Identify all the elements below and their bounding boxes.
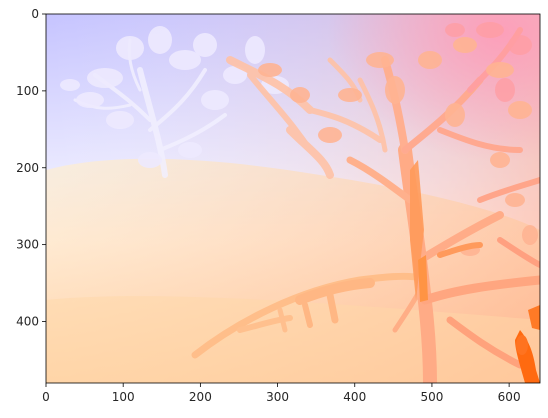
x-tick-label: 500 <box>420 390 443 404</box>
main-foliage <box>258 37 538 256</box>
x-tick-label: 300 <box>266 390 289 404</box>
y-tick-label: 100 <box>16 84 39 98</box>
y-tick-label: 300 <box>16 238 39 252</box>
x-tick-label: 400 <box>343 390 366 404</box>
far-foliage <box>60 26 289 168</box>
nearest-parts <box>410 160 540 383</box>
y-axis: 0 100 200 300 400 <box>16 7 46 329</box>
y-tick-label: 200 <box>16 161 39 175</box>
x-tick-label: 0 <box>42 390 50 404</box>
mid-branches <box>226 56 388 179</box>
low-branch <box>191 272 424 359</box>
x-tick-label: 600 <box>498 390 521 404</box>
x-tick-label: 100 <box>112 390 135 404</box>
near-top-foliage <box>445 22 532 102</box>
y-tick-label: 400 <box>16 315 39 329</box>
image-content <box>46 14 540 383</box>
y-tick-label: 0 <box>31 7 39 21</box>
x-tick-label: 200 <box>189 390 212 404</box>
axes-frame <box>45 13 541 384</box>
x-axis: 0 100 200 300 400 500 600 <box>42 383 521 404</box>
